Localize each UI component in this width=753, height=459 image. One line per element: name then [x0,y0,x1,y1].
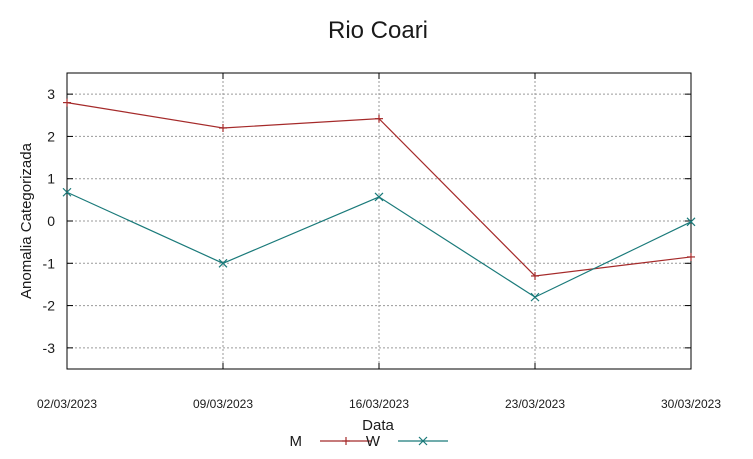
y-axis-label: Anomalia Categorizada [18,142,35,299]
series-group [62,98,696,302]
y-tick-label: -3 [43,340,56,356]
x-tick-label: 02/03/2023 [37,397,97,411]
legend-label: W [366,433,381,450]
x-axis: 02/03/2023 09/03/2023 16/03/2023 23/03/2023… [37,73,721,411]
series-w [62,187,696,302]
x-tick-label: 16/03/2023 [349,397,409,411]
y-tick-label: 3 [47,86,55,102]
y-tick-label: 1 [47,171,55,187]
legend-label: M [290,433,303,450]
y-tick-label: -1 [43,255,56,271]
data-point-w [530,292,540,302]
y-tick-label: 0 [47,213,55,229]
x-tick-label: 23/03/2023 [505,397,565,411]
x-tick-label: 09/03/2023 [193,397,253,411]
x-axis-label: Data [362,417,394,434]
data-point-w [686,217,696,227]
chart-title: Rio Coari [328,17,428,44]
y-tick-label: -2 [43,298,56,314]
y-tick-label: 2 [47,128,55,144]
data-point-w [374,192,384,202]
data-point-w [62,187,72,197]
data-point-w [218,258,228,268]
legend-marker-w [418,436,428,446]
series-m [63,98,695,280]
grid [67,73,691,369]
y-axis: 3 2 1 0 -1 -2 -3 [43,86,691,356]
x-tick-label: 30/03/2023 [661,397,721,411]
